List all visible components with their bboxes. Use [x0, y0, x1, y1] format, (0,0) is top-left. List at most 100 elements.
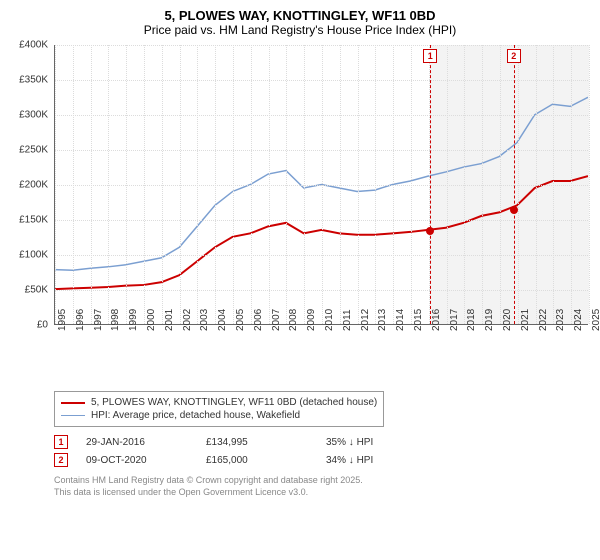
- gridline-v: [180, 45, 181, 324]
- x-tick-label: 1996: [75, 309, 86, 331]
- gridline-v: [108, 45, 109, 324]
- x-tick-label: 2019: [484, 309, 495, 331]
- x-tick-label: 2000: [146, 309, 157, 331]
- transaction-marker: 1: [54, 435, 68, 449]
- y-axis-labels: £0£50K£100K£150K£200K£250K£300K£350K£400…: [12, 45, 52, 325]
- gridline-v: [197, 45, 198, 324]
- y-tick-label: £50K: [25, 285, 48, 296]
- y-tick-label: £350K: [19, 75, 48, 86]
- transaction-row: 2 09-OCT-2020£165,00034% ↓ HPI: [54, 451, 588, 469]
- gridline-v: [144, 45, 145, 324]
- gridline-v: [571, 45, 572, 324]
- x-tick-label: 2016: [431, 309, 442, 331]
- gridline-v: [589, 45, 590, 324]
- legend-label: HPI: Average price, detached house, Wake…: [91, 410, 300, 421]
- gridline-v: [393, 45, 394, 324]
- x-tick-label: 2025: [591, 309, 600, 331]
- x-tick-label: 2014: [395, 309, 406, 331]
- title-address: 5, PLOWES WAY, KNOTTINGLEY, WF11 0BD: [12, 8, 588, 23]
- gridline-v: [536, 45, 537, 324]
- marker-line-1: [430, 45, 431, 324]
- gridline-v: [340, 45, 341, 324]
- y-tick-label: £300K: [19, 110, 48, 121]
- marker-dot-2: [510, 206, 518, 214]
- x-tick-label: 2006: [253, 309, 264, 331]
- y-tick-label: £0: [37, 320, 48, 331]
- legend-label: 5, PLOWES WAY, KNOTTINGLEY, WF11 0BD (de…: [91, 397, 377, 408]
- transaction-marker: 2: [54, 453, 68, 467]
- x-tick-label: 2010: [324, 309, 335, 331]
- legend: 5, PLOWES WAY, KNOTTINGLEY, WF11 0BD (de…: [54, 391, 384, 427]
- footer-line2: This data is licensed under the Open Gov…: [54, 487, 588, 499]
- x-tick-label: 1999: [128, 309, 139, 331]
- gridline-v: [322, 45, 323, 324]
- chart-container: 5, PLOWES WAY, KNOTTINGLEY, WF11 0BD Pri…: [0, 0, 600, 506]
- gridline-v: [269, 45, 270, 324]
- x-tick-label: 2007: [271, 309, 282, 331]
- y-tick-label: £150K: [19, 215, 48, 226]
- gridline-v: [518, 45, 519, 324]
- gridline-v: [500, 45, 501, 324]
- x-tick-label: 1997: [93, 309, 104, 331]
- plot-region: 12: [54, 45, 588, 325]
- title-subtitle: Price paid vs. HM Land Registry's House …: [12, 23, 588, 37]
- transaction-price: £165,000: [206, 455, 326, 466]
- gridline-v: [233, 45, 234, 324]
- x-tick-label: 2009: [306, 309, 317, 331]
- legend-row: HPI: Average price, detached house, Wake…: [61, 409, 377, 422]
- marker-label-1: 1: [423, 49, 437, 63]
- legend-row: 5, PLOWES WAY, KNOTTINGLEY, WF11 0BD (de…: [61, 396, 377, 409]
- chart-area: £0£50K£100K£150K£200K£250K£300K£350K£400…: [54, 45, 588, 385]
- x-tick-label: 2005: [235, 309, 246, 331]
- marker-line-2: [514, 45, 515, 324]
- gridline-v: [73, 45, 74, 324]
- gridline-v: [91, 45, 92, 324]
- y-tick-label: £100K: [19, 250, 48, 261]
- gridline-v: [464, 45, 465, 324]
- footer-attribution: Contains HM Land Registry data © Crown c…: [54, 475, 588, 498]
- x-tick-label: 2003: [199, 309, 210, 331]
- legend-swatch: [61, 415, 85, 416]
- x-tick-label: 1995: [57, 309, 68, 331]
- x-tick-label: 2002: [182, 309, 193, 331]
- x-tick-label: 2015: [413, 309, 424, 331]
- gridline-v: [126, 45, 127, 324]
- transaction-date: 09-OCT-2020: [86, 455, 206, 466]
- transaction-delta: 34% ↓ HPI: [326, 455, 446, 466]
- x-tick-label: 1998: [110, 309, 121, 331]
- y-tick-label: £400K: [19, 40, 48, 51]
- gridline-v: [162, 45, 163, 324]
- gridline-v: [411, 45, 412, 324]
- x-tick-label: 2012: [360, 309, 371, 331]
- gridline-v: [251, 45, 252, 324]
- transaction-row: 1 29-JAN-2016£134,99535% ↓ HPI: [54, 433, 588, 451]
- legend-swatch: [61, 402, 85, 404]
- marker-dot-1: [426, 227, 434, 235]
- title-block: 5, PLOWES WAY, KNOTTINGLEY, WF11 0BD Pri…: [12, 8, 588, 37]
- x-tick-label: 2001: [164, 309, 175, 331]
- x-tick-label: 2013: [377, 309, 388, 331]
- x-tick-label: 2004: [217, 309, 228, 331]
- x-tick-label: 2024: [573, 309, 584, 331]
- transaction-price: £134,995: [206, 437, 326, 448]
- gridline-v: [215, 45, 216, 324]
- footer-line1: Contains HM Land Registry data © Crown c…: [54, 475, 588, 487]
- y-tick-label: £250K: [19, 145, 48, 156]
- x-tick-label: 2011: [342, 309, 353, 331]
- gridline-v: [447, 45, 448, 324]
- x-axis-labels: 1995199619971998199920002001200220032004…: [54, 325, 588, 385]
- x-tick-label: 2021: [520, 309, 531, 331]
- gridline-v: [482, 45, 483, 324]
- x-tick-label: 2022: [538, 309, 549, 331]
- transaction-date: 29-JAN-2016: [86, 437, 206, 448]
- x-tick-label: 2017: [449, 309, 460, 331]
- gridline-v: [358, 45, 359, 324]
- y-tick-label: £200K: [19, 180, 48, 191]
- gridline-v: [375, 45, 376, 324]
- transaction-table: 1 29-JAN-2016£134,99535% ↓ HPI 2 09-OCT-202…: [54, 433, 588, 469]
- transaction-delta: 35% ↓ HPI: [326, 437, 446, 448]
- marker-label-2: 2: [507, 49, 521, 63]
- gridline-v: [553, 45, 554, 324]
- x-tick-label: 2020: [502, 309, 513, 331]
- gridline-v: [304, 45, 305, 324]
